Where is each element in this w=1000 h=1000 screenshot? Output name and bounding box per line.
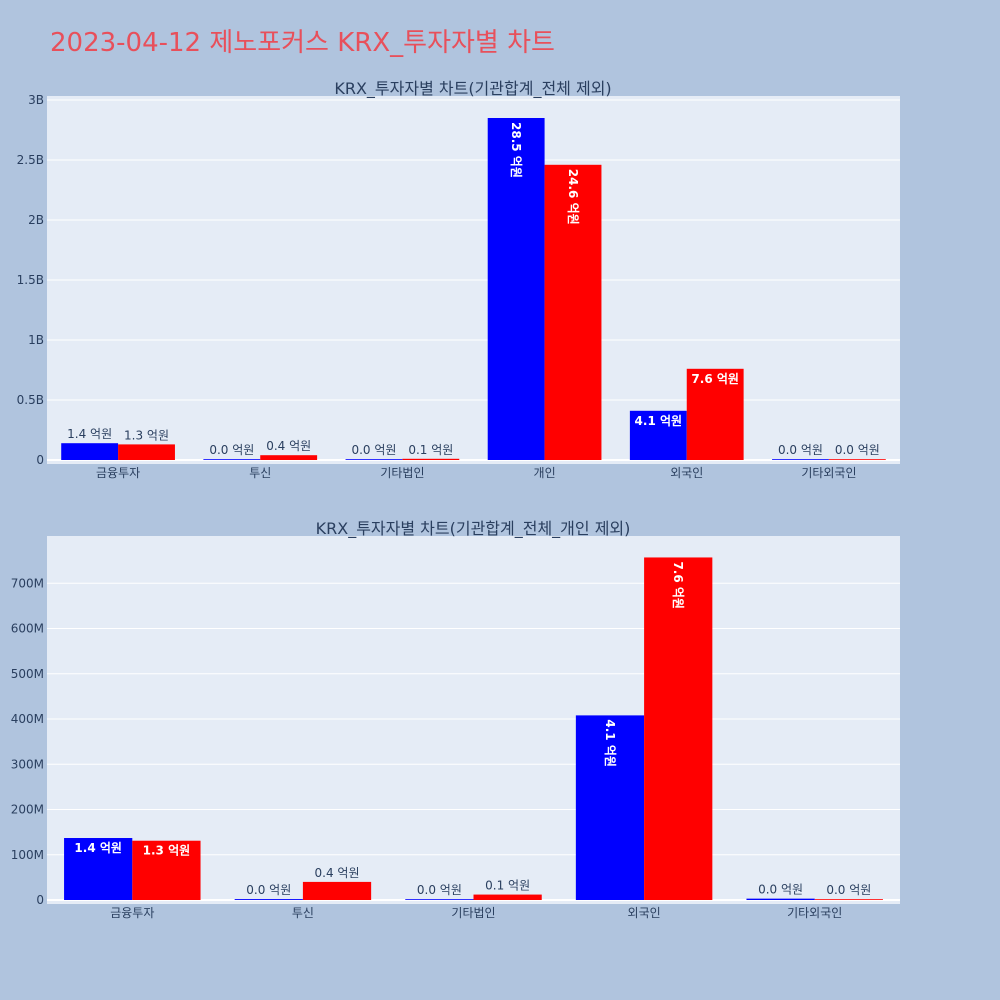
- bar: [629, 410, 687, 460]
- y-tick-label: 0.5B: [17, 393, 44, 407]
- y-tick-label: 0: [36, 893, 44, 907]
- data-label: 1.4 억원: [67, 427, 112, 441]
- y-tick-label: 1.5B: [17, 273, 44, 287]
- x-tick-label: 기타법인: [451, 906, 495, 920]
- bar: [828, 459, 886, 460]
- y-tick-label: 0: [36, 453, 44, 467]
- data-label: 0.1 억원: [408, 443, 453, 457]
- x-tick-label: 외국인: [628, 906, 661, 920]
- bar: [203, 459, 261, 460]
- bar: [118, 444, 175, 460]
- y-tick-label: 1B: [28, 333, 44, 347]
- data-label: 0.0 억원: [778, 443, 823, 457]
- y-tick-label: 2B: [28, 213, 44, 227]
- x-tick-label: 기타외국인: [787, 906, 842, 920]
- bar: [746, 898, 815, 900]
- bar: [234, 899, 303, 900]
- bar: [61, 443, 119, 460]
- bar: [772, 459, 829, 460]
- bar: [487, 118, 545, 460]
- bar: [544, 164, 602, 461]
- chart-subtitle: KRX_투자자별 차트(기관합계_전체 제외): [334, 79, 611, 99]
- data-label: 28.5 억원: [509, 122, 523, 178]
- data-label: 0.4 억원: [266, 439, 311, 453]
- bar: [644, 557, 713, 900]
- data-label: 24.6 억원: [566, 169, 580, 225]
- data-label: 1.3 억원: [143, 844, 191, 858]
- bar: [345, 459, 403, 460]
- y-tick-label: 600M: [11, 622, 44, 636]
- y-tick-label: 700M: [11, 576, 44, 590]
- bar: [814, 899, 883, 900]
- data-label: 0.0 억원: [758, 883, 803, 897]
- data-label: 0.0 억원: [835, 443, 880, 457]
- data-label: 7.6 억원: [691, 372, 739, 386]
- bar: [302, 881, 372, 900]
- data-label: 0.0 억원: [209, 443, 254, 457]
- x-tick-label: 금융투자: [96, 466, 140, 480]
- x-tick-label: 외국인: [670, 466, 703, 480]
- data-label: 0.4 억원: [315, 866, 360, 880]
- data-label: 0.0 억원: [417, 883, 462, 897]
- data-label: 1.3 억원: [124, 428, 169, 442]
- data-label: 0.0 억원: [826, 883, 871, 897]
- data-label: 0.1 억원: [485, 879, 530, 893]
- bar: [132, 840, 201, 900]
- y-tick-label: 200M: [11, 803, 44, 817]
- chart-subtitle: KRX_투자자별 차트(기관합계_전체_개인 제외): [316, 519, 631, 539]
- data-label: 4.1 억원: [603, 719, 617, 767]
- data-label: 4.1 억원: [635, 414, 683, 428]
- y-tick-label: 300M: [11, 757, 44, 771]
- y-tick-label: 3B: [28, 93, 44, 107]
- y-tick-label: 500M: [11, 667, 44, 681]
- data-label: 1.4 억원: [74, 841, 122, 855]
- bar: [64, 838, 133, 900]
- y-tick-label: 400M: [11, 712, 44, 726]
- x-tick-label: 투신: [249, 466, 271, 480]
- x-tick-label: 기타외국인: [801, 466, 856, 480]
- chart-top: 0 0.5B 1B 1.5B 2B 2.5B 3B KRX_투자자별 차트(기관합계_전체 제…: [17, 79, 900, 480]
- page-title: 2023-04-12 제노포커스 KRX_투자자별 차트: [50, 28, 555, 58]
- x-tick-label: 개인: [534, 466, 556, 480]
- y-tick-label: 2.5B: [17, 153, 44, 167]
- bar: [402, 458, 460, 460]
- bar: [686, 368, 744, 460]
- x-tick-label: 금융투자: [110, 906, 154, 920]
- data-label: 0.0 억원: [351, 443, 396, 457]
- x-tick-label: 기타법인: [380, 466, 424, 480]
- data-label: 0.0 억원: [246, 883, 291, 897]
- bar: [575, 715, 645, 900]
- bar: [473, 894, 542, 900]
- x-tick-label: 투신: [292, 906, 314, 920]
- bar: [405, 899, 474, 900]
- y-tick-label: 100M: [11, 848, 44, 862]
- data-label: 7.6 억원: [671, 561, 685, 609]
- bar: [260, 455, 318, 460]
